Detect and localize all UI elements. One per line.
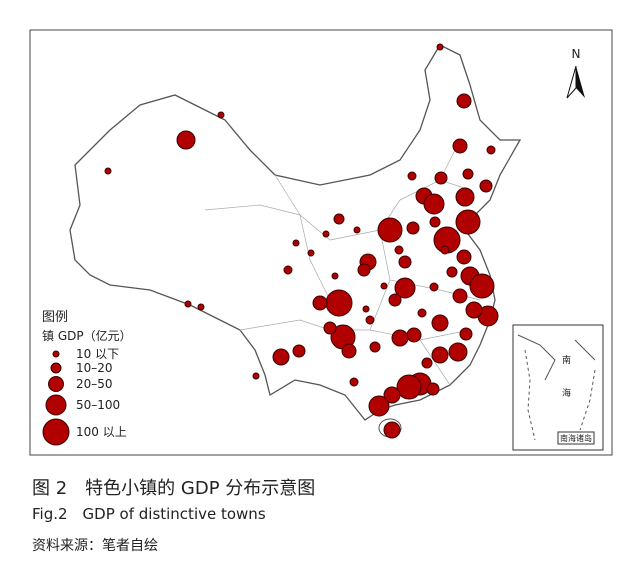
inset-name-box	[557, 431, 595, 445]
inset-label: 海	[562, 387, 571, 399]
town-marker	[331, 272, 339, 280]
north-arrow: N	[566, 47, 585, 99]
town-marker	[383, 421, 401, 439]
town-marker	[429, 282, 439, 292]
town-marker	[431, 314, 449, 332]
town-marker	[436, 43, 444, 51]
town-marker	[407, 171, 417, 181]
caption-english: Fig.2 GDP of distinctive towns	[32, 505, 266, 523]
town-marker	[369, 341, 381, 353]
legend-symbol	[50, 362, 62, 374]
inset-boundary	[524, 349, 596, 441]
town-marker	[431, 346, 449, 364]
town-marker	[380, 282, 388, 290]
town-marker	[459, 327, 473, 341]
town-marker	[398, 255, 412, 269]
town-marker	[426, 382, 440, 396]
town-marker	[452, 288, 468, 304]
town-marker	[429, 216, 441, 228]
town-marker	[341, 343, 357, 359]
legend-symbol	[45, 394, 67, 416]
town-marker	[406, 327, 422, 343]
town-marker	[423, 193, 445, 215]
legend-title: 图例	[42, 310, 68, 325]
town-marker	[368, 395, 390, 417]
town-marker	[307, 249, 315, 257]
legend-label: 10–20	[76, 361, 113, 375]
town-marker	[456, 93, 472, 109]
north-label: N	[572, 47, 581, 61]
town-marker	[452, 138, 468, 154]
inset-frame	[512, 324, 604, 451]
town-marker	[417, 308, 427, 318]
town-marker	[465, 301, 483, 319]
town-marker	[353, 226, 361, 234]
legend-symbol	[52, 350, 60, 358]
town-marker	[292, 239, 300, 247]
legend-symbol	[42, 418, 70, 446]
legend-label: 50–100	[76, 398, 120, 412]
town-marker	[197, 303, 205, 311]
legend-label: 20–50	[76, 377, 113, 391]
town-marker	[486, 145, 496, 155]
town-marker	[440, 245, 450, 255]
caption-title: 图 2 特色小镇的 GDP 分布示意图	[32, 478, 315, 499]
town-marker	[383, 386, 401, 404]
inset-name: 南海诸岛	[560, 433, 592, 443]
town-marker	[283, 265, 293, 275]
town-marker	[217, 111, 225, 119]
legend: 图例 镇 GDP（亿元） 10 以下 10–20 20–50 50–100 10…	[42, 310, 132, 446]
town-marker	[434, 171, 448, 185]
arrow-right	[576, 66, 585, 98]
town-marker	[406, 221, 420, 235]
town-marker	[176, 130, 196, 150]
town-marker	[421, 357, 433, 369]
inset-coast	[517, 334, 596, 381]
legend-symbol	[48, 376, 64, 392]
town-marker	[322, 230, 330, 238]
town-marker	[455, 209, 481, 235]
legend-subtitle: 镇 GDP（亿元）	[42, 328, 132, 343]
town-marker	[391, 329, 409, 347]
town-marker	[456, 249, 472, 265]
legend-label: 100 以上	[76, 425, 127, 439]
town-marker	[446, 266, 458, 278]
town-marker	[362, 305, 370, 313]
town-marker	[349, 377, 359, 387]
town-marker	[333, 213, 345, 225]
town-marker	[455, 187, 475, 207]
town-marker	[323, 321, 337, 335]
town-marker	[272, 348, 290, 366]
town-marker	[388, 293, 402, 307]
caption-source: 资料来源：笔者自绘	[32, 538, 158, 554]
town-marker	[312, 295, 328, 311]
town-marker	[394, 277, 416, 299]
town-marker	[104, 167, 112, 175]
town-marker	[479, 179, 493, 193]
town-marker	[394, 245, 404, 255]
inset: 南 海 南海诸岛	[512, 324, 604, 451]
town-marker	[292, 344, 306, 358]
town-marker	[469, 273, 495, 299]
legend-label: 10 以下	[76, 347, 119, 361]
town-marker	[396, 374, 422, 400]
town-marker	[462, 168, 474, 180]
town-markers	[104, 43, 499, 439]
inset-label: 南	[562, 354, 571, 366]
town-marker	[365, 315, 375, 325]
town-marker	[357, 263, 371, 277]
town-marker	[184, 300, 192, 308]
town-marker	[448, 342, 468, 362]
town-marker	[377, 217, 403, 243]
town-marker	[325, 289, 353, 317]
town-marker	[252, 372, 260, 380]
